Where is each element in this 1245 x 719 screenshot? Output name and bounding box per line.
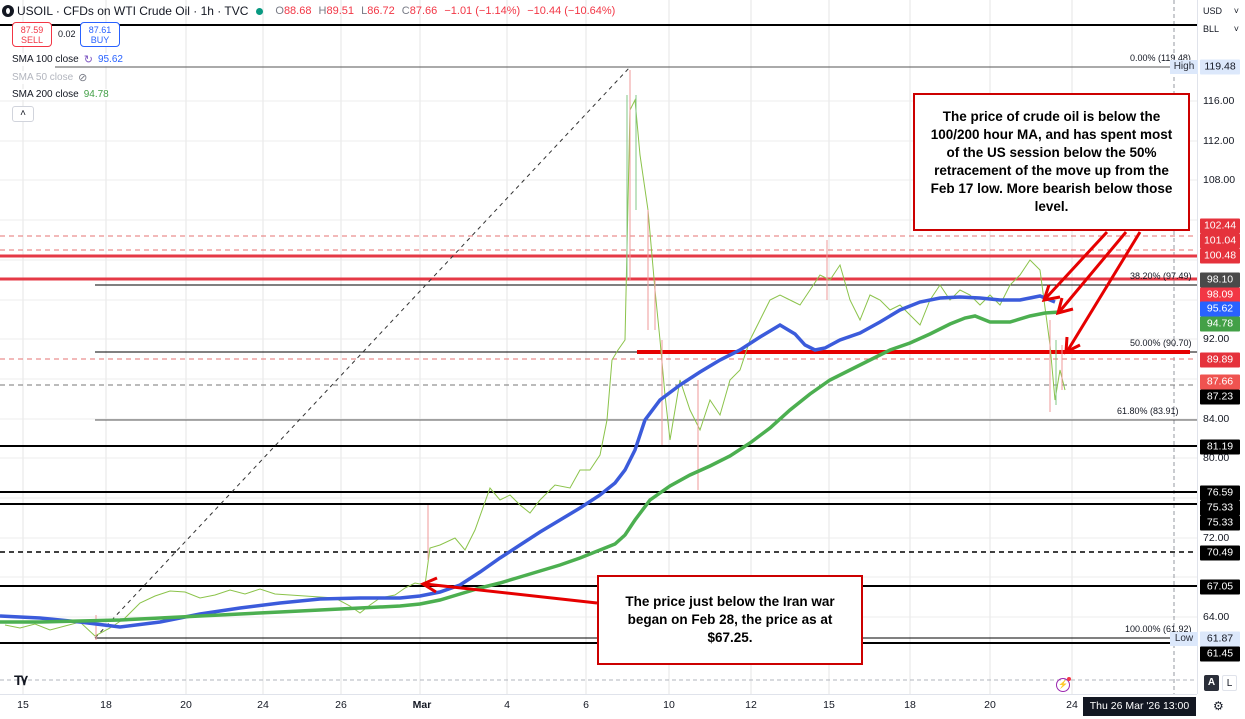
price-label-high: 119.48	[1200, 59, 1240, 75]
horizontal-levels[interactable]	[0, 24, 1197, 644]
price-tick: 72.00	[1203, 532, 1230, 544]
low-tag: Low	[1170, 632, 1198, 646]
chart-header: USOIL · CFDs on WTI Crude Oil · 1h · TVC…	[2, 2, 615, 20]
fib-label-100: 100.00% (61.92)	[1125, 624, 1192, 634]
chevron-down-icon: ˅	[1233, 6, 1239, 16]
sma-200-line[interactable]	[0, 310, 1061, 624]
price-label-last: 87.66	[1200, 374, 1240, 390]
time-tick: 18	[904, 699, 916, 711]
price-label: 100.48	[1200, 248, 1240, 264]
price-label: 101.04	[1200, 233, 1240, 249]
ohlc-values: O88.68 H89.51 L86.72 C87.66 −1.01 (−1.14…	[275, 5, 616, 17]
buy-button[interactable]: 87.61 BUY	[80, 22, 120, 47]
time-tick: 12	[745, 699, 757, 711]
fib-trendline[interactable]	[94, 66, 631, 639]
price-tick: 80.00	[1203, 452, 1230, 464]
time-tick: 24	[257, 699, 269, 711]
price-label: 76.59	[1200, 485, 1240, 501]
time-axis[interactable]	[0, 694, 1197, 719]
symbol-logo-icon	[2, 5, 14, 17]
hidden-eye-icon[interactable]: ⊘	[78, 72, 88, 84]
price-label: 98.09	[1200, 287, 1240, 303]
fib-label-38: 38.20% (97.49)	[1130, 271, 1192, 281]
price-axis[interactable]	[1197, 0, 1245, 694]
time-tick: 4	[504, 699, 510, 711]
time-tick: Mar	[412, 699, 432, 711]
price-label: 70.49	[1200, 545, 1240, 561]
price-label: 75.33	[1200, 500, 1240, 516]
price-tick: 64.00	[1203, 611, 1230, 623]
tradingview-logo-icon[interactable]: T٧	[14, 672, 30, 688]
sell-button[interactable]: 87.59 SELL	[12, 22, 52, 47]
price-tick: 112.00	[1203, 135, 1235, 147]
price-label: 67.05	[1200, 579, 1240, 595]
annotation-bearish-note[interactable]: The price of crude oil is below the 100/…	[913, 93, 1190, 231]
unit-dropdown[interactable]: BLL ˅	[1203, 24, 1239, 34]
currency-dropdown[interactable]: USD ˅	[1203, 6, 1239, 16]
time-tick: 15	[17, 699, 29, 711]
annotation-iran-war-note[interactable]: The price just below the Iran war began …	[597, 575, 863, 665]
price-label: 87.23	[1200, 389, 1240, 405]
price-wicks	[95, 70, 1063, 640]
annotation-arrows	[419, 230, 1142, 605]
time-tick: 24	[1066, 699, 1078, 711]
price-label-sma-200: 94.78	[1200, 316, 1240, 332]
high-tag: High	[1170, 60, 1198, 74]
fib-label-0: 0.00% (119.48)	[1130, 53, 1191, 63]
time-tick: 10	[663, 699, 675, 711]
spread-value: 0.02	[58, 29, 76, 39]
price-tick: 108.00	[1203, 174, 1236, 186]
flash-event-icon[interactable]: ⚡	[1056, 677, 1071, 692]
loading-icon: ↻	[83, 54, 93, 66]
time-tick: 26	[335, 699, 347, 711]
fib-label-61: 61.80% (83.91)	[1117, 406, 1179, 416]
time-tick: 15	[823, 699, 835, 711]
indicator-sma-50[interactable]: SMA 50 close ⊘	[12, 71, 88, 84]
price-label: 98.10	[1200, 272, 1240, 288]
indicator-sma-200[interactable]: SMA 200 close 94.78	[12, 89, 109, 100]
symbol-title[interactable]: USOIL · CFDs on WTI Crude Oil · 1h · TVC	[17, 4, 249, 18]
chevron-up-icon: ˄	[20, 108, 26, 119]
price-label: 81.19	[1200, 439, 1240, 455]
price-tick: 84.00	[1203, 413, 1230, 425]
collapse-legend-button[interactable]: ˄	[12, 106, 34, 122]
price-tick: 116.00	[1203, 95, 1235, 107]
price-label: 61.45	[1200, 646, 1240, 662]
settings-gear-icon[interactable]: ⚙	[1213, 699, 1224, 713]
price-bars	[4, 98, 1066, 637]
fib-label-50: 50.00% (90.70)	[1130, 338, 1192, 348]
price-label: 75.33	[1200, 515, 1240, 531]
vertical-gridlines	[22, 0, 1073, 694]
price-label: 102.44	[1200, 218, 1240, 234]
time-tick: 20	[984, 699, 996, 711]
chevron-down-icon: ˅	[1233, 24, 1239, 34]
crosshair-time-label: Thu 26 Mar '26 13:00	[1083, 697, 1196, 716]
time-tick: 20	[180, 699, 192, 711]
price-label-sma-100: 95.62	[1200, 301, 1240, 317]
price-label: 89.89	[1200, 352, 1240, 368]
chart-canvas[interactable]	[0, 0, 1197, 694]
log-scale-button[interactable]: L	[1222, 675, 1237, 691]
indicator-sma-100[interactable]: SMA 100 close ↻ 95.62	[12, 53, 123, 66]
price-label-low: 61.87	[1200, 631, 1240, 647]
sma-100-line[interactable]	[0, 294, 1056, 629]
time-tick: 6	[583, 699, 589, 711]
market-open-status-icon	[256, 7, 264, 15]
price-tick: 92.00	[1203, 333, 1230, 345]
time-tick: 18	[100, 699, 112, 711]
auto-scale-button[interactable]: A	[1204, 675, 1219, 691]
